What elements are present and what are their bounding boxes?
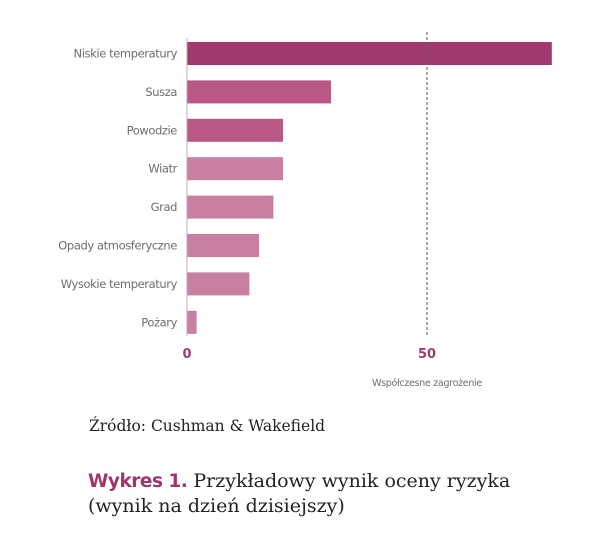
category-label: Susza <box>145 85 177 99</box>
caption-first-line: Wykres 1. Przykładowy wynik oceny ryzyka <box>88 469 528 494</box>
bar-wysokie-temperatury <box>187 272 250 296</box>
caption-title-line2: (wynik na dzień dzisiejszy) <box>88 495 345 517</box>
category-labels-group: Niskie temperatury Susza Powodzie Wiatr Grad… <box>58 47 178 330</box>
x-tick-label: 0 <box>182 347 191 362</box>
x-axis-title: Współczesne zagrożenie <box>372 378 482 389</box>
source-note: Źródło: Cushman & Wakefield <box>89 417 326 435</box>
category-label: Powodzie <box>127 123 178 137</box>
bar-niskie-temperatury <box>187 42 552 65</box>
figure-caption: Wykres 1. Przykładowy wynik oceny ryzyka… <box>88 469 528 519</box>
category-label: Niskie temperatury <box>74 47 178 61</box>
caption-number: Wykres 1. <box>88 471 188 492</box>
category-label: Pożary <box>141 315 177 329</box>
bar-wiatr <box>187 157 283 181</box>
x-tick-labels-group: 0 50 <box>182 347 436 362</box>
category-label: Wiatr <box>148 162 177 176</box>
bars-group <box>187 42 552 334</box>
bar-grad <box>187 195 274 219</box>
bar-opady-atmosferyczne <box>187 234 259 257</box>
bar-powodzie <box>187 118 283 142</box>
bar-susza <box>187 80 331 104</box>
category-label: Opady atmosferyczne <box>58 239 177 253</box>
risk-bar-chart: Niskie temperatury Susza Powodzie Wiatr Grad… <box>58 32 552 389</box>
x-tick-label: 50 <box>418 347 436 362</box>
category-label: Wysokie temperatury <box>61 277 178 291</box>
caption-title-line1: Przykładowy wynik oceny ryzyka <box>193 470 511 492</box>
bar-pożary <box>187 310 197 334</box>
category-label: Grad <box>151 200 177 214</box>
